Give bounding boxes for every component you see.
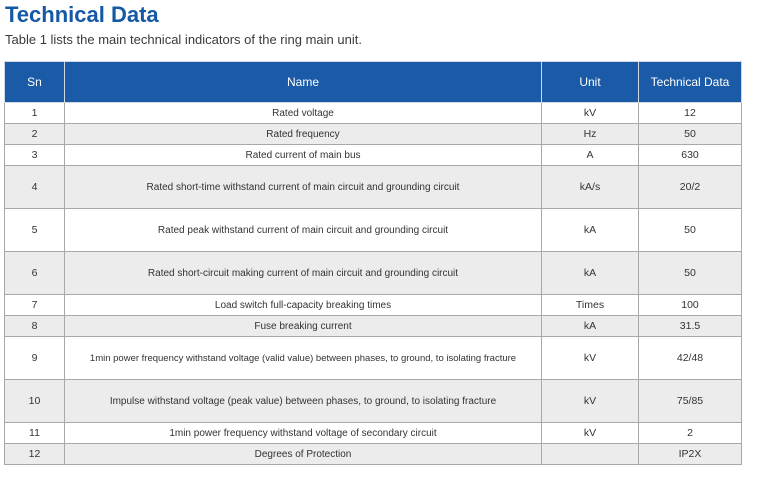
cell-value: 50 bbox=[638, 251, 742, 295]
cell-name: Load switch full-capacity breaking times bbox=[64, 294, 542, 316]
cell-value: IP2X bbox=[638, 443, 742, 465]
cell-unit: Hz bbox=[541, 123, 639, 145]
table-row: 3 Rated current of main bus A 630 bbox=[4, 144, 742, 166]
technical-data-table: Sn Name Unit Technical Data 1 Rated volt… bbox=[4, 61, 742, 465]
cell-unit: kV bbox=[541, 336, 639, 380]
cell-name: Impulse withstand voltage (peak value) b… bbox=[64, 379, 542, 423]
header-name: Name bbox=[64, 61, 542, 103]
cell-sn: 3 bbox=[4, 144, 65, 166]
cell-sn: 12 bbox=[4, 443, 65, 465]
cell-value: 20/2 bbox=[638, 165, 742, 209]
cell-sn: 11 bbox=[4, 422, 65, 444]
cell-value: 50 bbox=[638, 208, 742, 252]
cell-sn: 7 bbox=[4, 294, 65, 316]
cell-sn: 4 bbox=[4, 165, 65, 209]
cell-value: 50 bbox=[638, 123, 742, 145]
cell-unit: kA/s bbox=[541, 165, 639, 209]
cell-unit: kV bbox=[541, 422, 639, 444]
cell-sn: 1 bbox=[4, 102, 65, 124]
cell-value: 2 bbox=[638, 422, 742, 444]
cell-sn: 9 bbox=[4, 336, 65, 380]
cell-unit: kA bbox=[541, 251, 639, 295]
cell-unit: Times bbox=[541, 294, 639, 316]
cell-sn: 2 bbox=[4, 123, 65, 145]
cell-name: Rated short-circuit making current of ma… bbox=[64, 251, 542, 295]
table-row: 1 Rated voltage kV 12 bbox=[4, 102, 742, 124]
cell-name: Degrees of Protection bbox=[64, 443, 542, 465]
table-row: 11 1min power frequency withstand voltag… bbox=[4, 422, 742, 444]
cell-unit: kV bbox=[541, 379, 639, 423]
cell-sn: 10 bbox=[4, 379, 65, 423]
table-row: 10 Impulse withstand voltage (peak value… bbox=[4, 379, 742, 423]
cell-name: Rated short-time withstand current of ma… bbox=[64, 165, 542, 209]
cell-unit: kA bbox=[541, 315, 639, 337]
table-row: 6 Rated short-circuit making current of … bbox=[4, 251, 742, 295]
table-row: 8 Fuse breaking current kA 31.5 bbox=[4, 315, 742, 337]
cell-name: Rated peak withstand current of main cir… bbox=[64, 208, 542, 252]
cell-sn: 6 bbox=[4, 251, 65, 295]
header-technical-data: Technical Data bbox=[638, 61, 742, 103]
cell-name: Rated voltage bbox=[64, 102, 542, 124]
table-row: 12 Degrees of Protection IP2X bbox=[4, 443, 742, 465]
cell-name: Rated current of main bus bbox=[64, 144, 542, 166]
cell-name: 1min power frequency withstand voltage (… bbox=[64, 336, 542, 380]
page-title: Technical Data bbox=[5, 2, 159, 27]
cell-unit: kA bbox=[541, 208, 639, 252]
cell-value: 42/48 bbox=[638, 336, 742, 380]
table-row: 4 Rated short-time withstand current of … bbox=[4, 165, 742, 209]
cell-sn: 5 bbox=[4, 208, 65, 252]
cell-unit bbox=[541, 443, 639, 465]
table-row: 5 Rated peak withstand current of main c… bbox=[4, 208, 742, 252]
cell-value: 630 bbox=[638, 144, 742, 166]
header-unit: Unit bbox=[541, 61, 639, 103]
page-subtitle: Table 1 lists the main technical indicat… bbox=[5, 32, 362, 47]
table-row: 7 Load switch full-capacity breaking tim… bbox=[4, 294, 742, 316]
cell-name: Fuse breaking current bbox=[64, 315, 542, 337]
cell-unit: kV bbox=[541, 102, 639, 124]
cell-sn: 8 bbox=[4, 315, 65, 337]
cell-value: 12 bbox=[638, 102, 742, 124]
cell-name: Rated frequency bbox=[64, 123, 542, 145]
cell-value: 100 bbox=[638, 294, 742, 316]
cell-name: 1min power frequency withstand voltage o… bbox=[64, 422, 542, 444]
cell-value: 31.5 bbox=[638, 315, 742, 337]
table-row: 2 Rated frequency Hz 50 bbox=[4, 123, 742, 145]
header-sn: Sn bbox=[4, 61, 65, 103]
cell-value: 75/85 bbox=[638, 379, 742, 423]
cell-unit: A bbox=[541, 144, 639, 166]
table-row: 9 1min power frequency withstand voltage… bbox=[4, 336, 742, 380]
table-header-row: Sn Name Unit Technical Data bbox=[4, 61, 742, 103]
